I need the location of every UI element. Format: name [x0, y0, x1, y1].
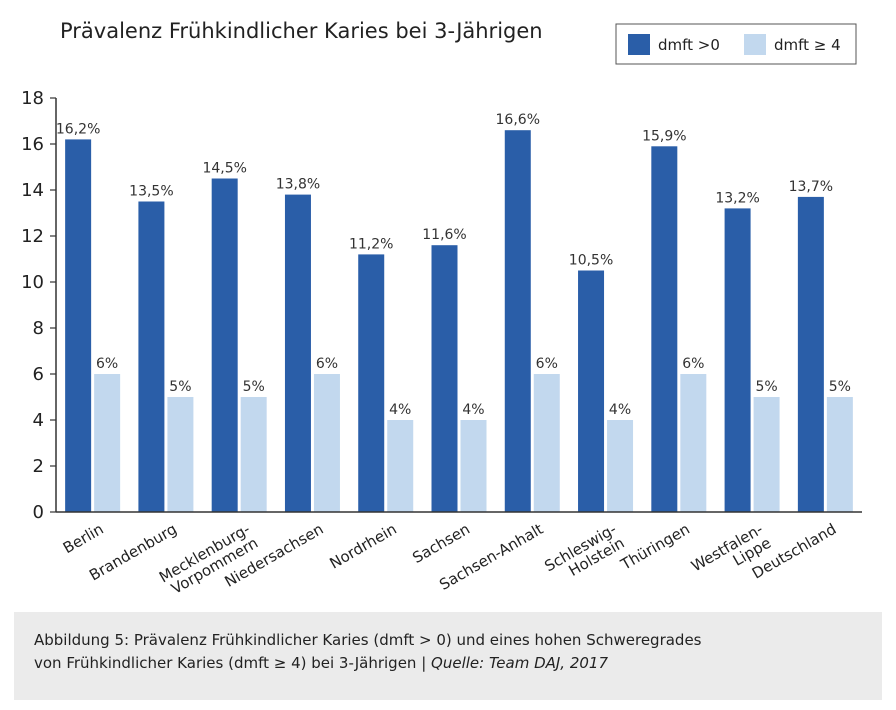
y-tick-label: 8 — [33, 318, 44, 339]
chart: Prävalenz Frühkindlicher Karies bei 3-Jä… — [21, 19, 862, 598]
data-label: 13,7% — [789, 179, 833, 195]
bar-dmft-ge-4 — [607, 420, 634, 512]
y-tick-label: 18 — [21, 88, 44, 109]
bar-dmft-gt-0 — [724, 208, 751, 512]
legend-label-dmft-ge-4: dmft ≥ 4 — [774, 36, 841, 54]
data-label: 13,2% — [715, 190, 759, 206]
bars: 16,2% 6% 13,5% 5% 14,5% 5% 13,8% 6% 11,2% 4% 11,6%… — [56, 112, 853, 513]
bar-dmft-ge-4 — [460, 420, 487, 512]
y-tick-label: 0 — [33, 502, 44, 523]
bar-dmft-gt-0 — [578, 270, 605, 512]
x-axis: BerlinBrandenburgMecklenburg-VorpommernN… — [56, 511, 862, 598]
caption-line-1: Abbildung 5: Prävalenz Frühkindlicher Ka… — [34, 631, 702, 649]
y-tick-label: 4 — [33, 410, 44, 431]
bar-dmft-ge-4 — [167, 397, 194, 512]
data-label: 6% — [96, 356, 118, 372]
bar-dmft-ge-4 — [680, 374, 707, 512]
x-tick-label-line: Thüringen — [617, 520, 693, 574]
data-label: 4% — [389, 402, 411, 418]
y-tick-label: 12 — [21, 226, 44, 247]
data-label: 6% — [682, 356, 704, 372]
bar-dmft-ge-4 — [387, 420, 414, 512]
data-label: 6% — [536, 356, 558, 372]
data-label: 11,2% — [349, 236, 393, 252]
bar-dmft-gt-0 — [651, 146, 678, 513]
data-label: 4% — [462, 402, 484, 418]
data-label: 5% — [755, 379, 777, 395]
data-label: 13,8% — [276, 177, 320, 193]
caption-line-2: von Frühkindlicher Karies (dmft ≥ 4) bei… — [34, 652, 862, 675]
bar-dmft-gt-0 — [504, 130, 531, 512]
data-label: 4% — [609, 402, 631, 418]
legend-box — [615, 23, 857, 65]
data-label: 14,5% — [202, 161, 246, 177]
bar-dmft-gt-0 — [797, 196, 824, 512]
y-tick-label: 6 — [33, 364, 44, 385]
legend-label-dmft-gt-0: dmft >0 — [658, 36, 720, 54]
caption-line-2-text: von Frühkindlicher Karies (dmft ≥ 4) bei… — [34, 654, 432, 672]
legend-swatch-dmft-gt-0 — [628, 34, 650, 55]
legend-swatch-dmft-ge-4 — [744, 34, 766, 55]
data-label: 5% — [169, 379, 191, 395]
x-tick-label: Sachsen — [409, 520, 473, 567]
x-tick-label: Schleswig-Holstein — [541, 520, 627, 589]
bar-dmft-ge-4 — [94, 374, 121, 512]
data-label: 5% — [829, 379, 851, 395]
data-label: 11,6% — [422, 227, 466, 243]
figure-caption: Abbildung 5: Prävalenz Frühkindlicher Ka… — [14, 612, 882, 700]
y-tick-label: 10 — [21, 272, 44, 293]
data-label: 16,2% — [56, 121, 100, 137]
data-label: 5% — [243, 379, 265, 395]
x-tick-label: Nordrhein — [327, 520, 400, 573]
bar-dmft-ge-4 — [826, 397, 853, 512]
bar-dmft-gt-0 — [65, 139, 92, 512]
x-tick-label: Berlin — [60, 520, 107, 557]
y-axis: 0 2 4 6 8 10 12 14 16 18 — [21, 88, 57, 523]
bar-dmft-gt-0 — [358, 254, 385, 512]
data-label: 10,5% — [569, 253, 613, 269]
data-label: 15,9% — [642, 128, 686, 144]
bar-dmft-ge-4 — [533, 374, 560, 512]
bar-dmft-gt-0 — [138, 201, 165, 512]
data-label: 6% — [316, 356, 338, 372]
x-tick-label-line: Nordrhein — [327, 520, 400, 573]
bar-dmft-gt-0 — [211, 178, 238, 512]
caption-source: Quelle: Team DAJ, 2017 — [431, 654, 609, 672]
x-tick-label-line: Sachsen — [409, 520, 473, 567]
bar-dmft-gt-0 — [431, 245, 458, 512]
y-tick-label: 2 — [33, 456, 44, 477]
bar-dmft-ge-4 — [753, 397, 780, 512]
y-tick-label: 14 — [21, 180, 44, 201]
y-tick-label: 16 — [21, 134, 44, 155]
x-tick-label: Thüringen — [617, 520, 693, 574]
bar-dmft-ge-4 — [240, 397, 267, 512]
data-label: 13,5% — [129, 184, 173, 200]
data-label: 16,6% — [496, 112, 540, 128]
bar-dmft-ge-4 — [313, 374, 340, 512]
bar-dmft-gt-0 — [284, 194, 311, 512]
legend: dmft >0 dmft ≥ 4 — [615, 23, 857, 65]
chart-title: Prävalenz Frühkindlicher Karies bei 3-Jä… — [60, 19, 543, 43]
x-tick-label-line: Berlin — [60, 520, 107, 557]
